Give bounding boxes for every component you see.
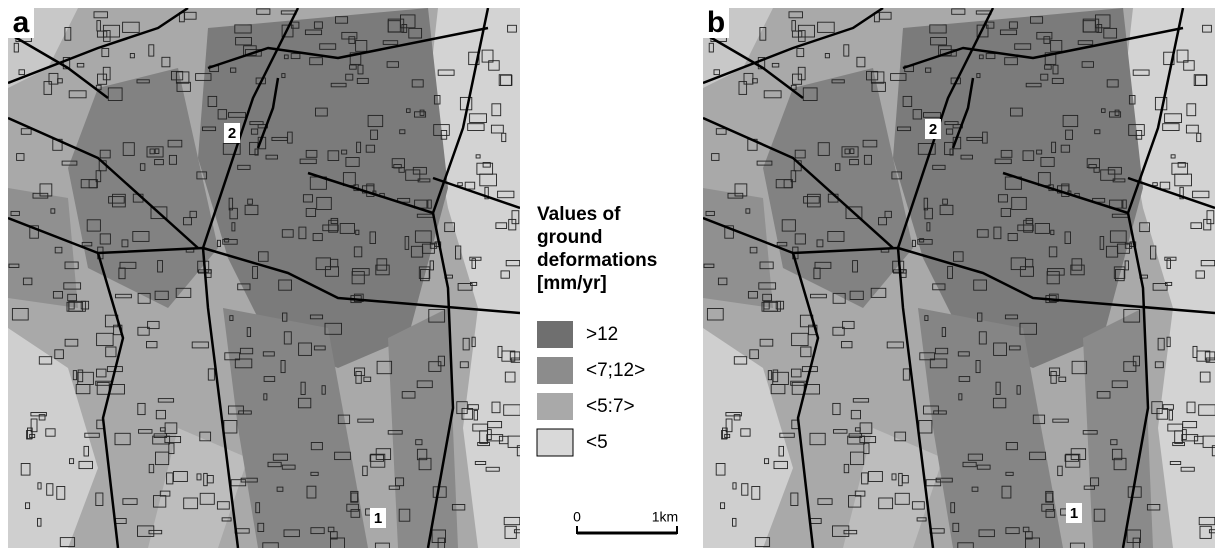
- legend-swatch: [537, 321, 573, 348]
- legend-title: deformations: [537, 250, 657, 271]
- marker-label: 2: [228, 125, 236, 142]
- legend-label: <5: [586, 432, 608, 453]
- legend: >12 <7;12> <5:7> <5: [537, 321, 645, 456]
- marker-label: 1: [1070, 505, 1078, 522]
- legend-title: [mm/yr]: [537, 273, 607, 294]
- legend-label: <5:7>: [586, 396, 635, 417]
- figure: a 2 1 b 2 1 Values of ground deformations [mm…: [0, 0, 1215, 552]
- marker-label: 1: [374, 510, 382, 527]
- map-panel-b: [703, 8, 1215, 552]
- panel-label: b: [707, 6, 725, 39]
- legend-label: <7;12>: [586, 360, 645, 381]
- legend-swatch: [537, 357, 573, 384]
- map-panel-a: [8, 8, 530, 552]
- marker-label: 2: [929, 121, 937, 138]
- legend-swatch: [537, 393, 573, 420]
- legend-swatch: [537, 429, 573, 456]
- scale-end: 1km: [652, 509, 678, 525]
- legend-label: >12: [586, 324, 618, 345]
- legend-title: ground: [537, 227, 602, 248]
- panel-label: a: [13, 6, 30, 39]
- legend-title: Values of: [537, 204, 621, 225]
- scale-start: 0: [573, 509, 581, 525]
